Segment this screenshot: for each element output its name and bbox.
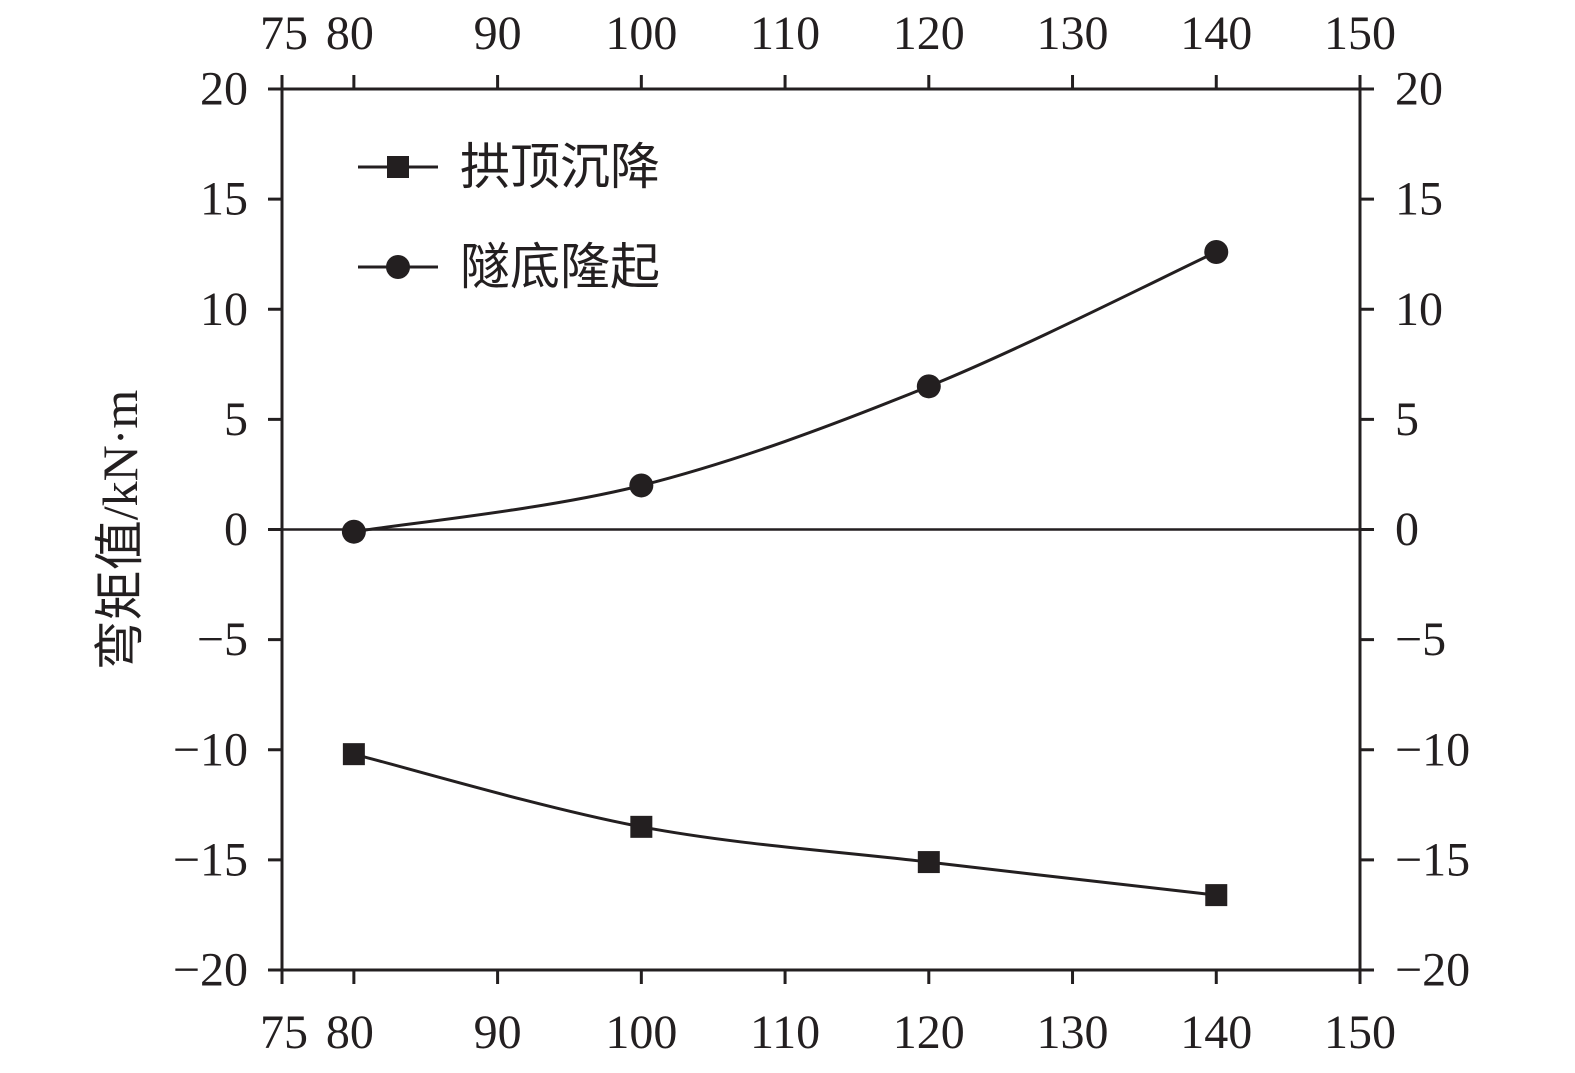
y-tick-label-right: 15 [1395,173,1443,226]
data-point-square [917,851,940,874]
y-tick-label-left: 10 [200,283,248,336]
y-tick-label-right: −10 [1395,723,1470,776]
y-tick-label-left: 15 [200,173,248,226]
data-point-circle [916,374,941,399]
x-tick-label-top: 100 [605,7,677,60]
y-tick-label-right: −5 [1395,613,1446,666]
y-tick-label-left: −10 [173,723,248,776]
series-group [341,239,1229,907]
legend-label: 拱顶沉降 [460,138,660,196]
y-tick-label-left: −15 [173,833,248,886]
y-axis-title: 弯矩值/kN·m [92,390,148,671]
x-tick-label-bottom: 80 [326,1006,374,1059]
x-tick-label-bottom: 100 [605,1006,677,1059]
y-tick-label-right: −20 [1395,944,1470,997]
legend-marker-circle [386,255,410,279]
data-point-square [342,743,365,766]
x-tick-label-bottom: 75 [260,1006,308,1059]
series-line-2 [353,250,1217,534]
plot-frame [280,87,1362,972]
x-tick-label-bottom: 130 [1037,1006,1109,1059]
axis-ticks: 7575808090901001001101101201201301301401… [173,7,1470,1059]
legend-marker-square [387,156,409,178]
x-tick-label-top: 150 [1324,7,1396,60]
x-tick-label-top: 80 [326,7,374,60]
data-point-circle [629,473,654,498]
x-tick-label-bottom: 110 [750,1006,820,1059]
x-tick-label-bottom: 120 [893,1006,965,1059]
legend-label: 隧底隆起 [460,238,660,296]
data-point-square [630,815,653,838]
series-line-1 [353,752,1217,897]
y-tick-label-left: −20 [173,944,248,997]
x-tick-label-top: 120 [893,7,965,60]
data-point-square [1205,884,1228,907]
y-tick-label-right: 20 [1395,63,1443,116]
y-tick-label-right: 0 [1395,503,1419,556]
x-tick-label-bottom: 90 [474,1006,522,1059]
y-tick-label-right: 10 [1395,283,1443,336]
data-point-circle [1204,239,1229,264]
x-tick-label-top: 90 [474,7,522,60]
y-tick-label-right: 5 [1395,393,1419,446]
x-tick-label-top: 110 [750,7,820,60]
y-tick-label-right: −15 [1395,833,1470,886]
x-tick-label-top: 75 [260,7,308,60]
x-tick-label-top: 140 [1180,7,1252,60]
x-tick-label-top: 130 [1037,7,1109,60]
y-tick-label-left: −5 [197,613,248,666]
x-tick-label-bottom: 150 [1324,1006,1396,1059]
y-tick-label-left: 0 [224,503,248,556]
data-point-circle [341,519,366,544]
y-tick-label-left: 20 [200,63,248,116]
x-tick-label-bottom: 140 [1180,1006,1252,1059]
y-tick-label-left: 5 [224,393,248,446]
